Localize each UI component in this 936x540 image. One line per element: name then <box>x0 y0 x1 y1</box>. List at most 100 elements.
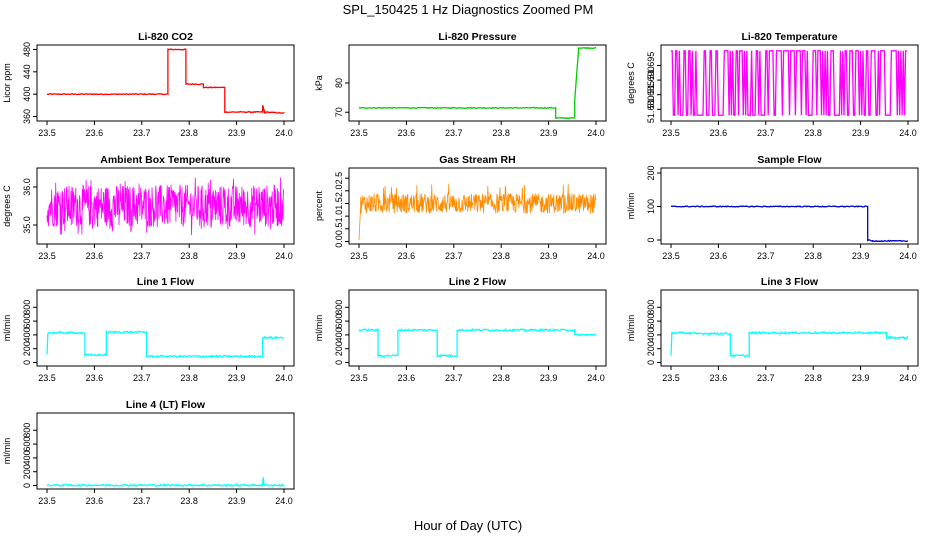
x-tick-label: 23.7 <box>757 128 775 138</box>
x-tick-label: 23.6 <box>86 251 104 261</box>
x-tick-label: 23.7 <box>133 373 151 383</box>
panel-title: Sample Flow <box>757 154 822 166</box>
x-tick-label: 24.0 <box>899 251 917 261</box>
x-tick-label: 24.0 <box>275 251 293 261</box>
x-tick-label: 23.6 <box>86 128 104 138</box>
y-tick-label: 2.0 <box>334 185 344 198</box>
y-axis-label: ml/min <box>2 315 12 342</box>
y-tick-label: 51.685 <box>646 81 656 109</box>
y-tick-label: 51.695 <box>646 52 656 80</box>
panel-4: Ambient Box Temperature 23.5 23.6 23.7 23.8 2… <box>2 154 295 261</box>
series-line <box>46 177 284 236</box>
y-axis-label: Licor ppm <box>2 63 12 103</box>
series-line <box>358 327 597 358</box>
x-tick-label: 23.6 <box>86 496 104 506</box>
panel-title: Line 2 Flow <box>449 276 507 288</box>
plot-frame <box>660 167 919 245</box>
series-line <box>359 46 597 120</box>
panel-title: Line 4 (LT) Flow <box>126 399 206 411</box>
x-tick-label: 23.7 <box>133 251 151 261</box>
y-axis-label: degrees C <box>626 62 636 104</box>
x-tick-label: 23.9 <box>852 128 870 138</box>
y-tick-label: 800 <box>22 300 32 315</box>
y-axis-label: percent <box>314 190 324 221</box>
y-tick-label: 440 <box>22 64 32 79</box>
y-tick-label: 600 <box>22 437 32 452</box>
y-tick-label: 0 <box>646 237 656 242</box>
y-tick-label: 600 <box>646 314 656 329</box>
y-axis-label: ml/min <box>626 193 636 220</box>
y-axis-label: ml/min <box>626 315 636 342</box>
series-line <box>671 50 907 116</box>
y-tick-label: 800 <box>22 423 32 438</box>
x-tick-label: 23.5 <box>350 373 368 383</box>
x-tick-label: 23.5 <box>350 128 368 138</box>
figure-title: SPL_150425 1 Hz Diagnostics Zoomed PM <box>343 2 594 17</box>
y-tick-label: 400 <box>22 327 32 342</box>
y-tick-label: 400 <box>334 327 344 342</box>
x-tick-label: 23.5 <box>662 373 680 383</box>
x-tick-label: 23.9 <box>228 496 246 506</box>
plot-frame <box>660 289 919 367</box>
x-tick-label: 23.5 <box>662 251 680 261</box>
y-tick-label: 0.5 <box>334 223 344 236</box>
y-tick-label: 36.0 <box>22 178 32 196</box>
y-tick-label: 0 <box>334 360 344 365</box>
y-tick-label: 200 <box>646 341 656 356</box>
y-tick-label: 800 <box>334 300 344 315</box>
x-tick-label: 23.8 <box>180 251 198 261</box>
x-tick-label: 24.0 <box>275 496 293 506</box>
series-line <box>670 330 909 359</box>
x-tick-label: 23.5 <box>350 251 368 261</box>
y-tick-label: 35.0 <box>22 216 32 234</box>
series-line <box>46 48 285 114</box>
y-tick-label: 51.690 <box>646 66 656 94</box>
x-tick-label: 23.6 <box>398 251 416 261</box>
x-tick-label: 23.9 <box>540 128 558 138</box>
x-tick-label: 23.8 <box>492 373 510 383</box>
panel-6: Sample Flow 23.5 23.6 23.7 23.8 23.9 24.0 0 100 2… <box>626 154 919 261</box>
x-tick-label: 23.8 <box>492 251 510 261</box>
y-tick-label: 600 <box>334 314 344 329</box>
x-tick-label: 23.8 <box>804 128 822 138</box>
y-tick-label: 200 <box>334 341 344 356</box>
x-tick-label: 23.5 <box>38 251 56 261</box>
x-tick-label: 23.8 <box>492 128 510 138</box>
x-tick-label: 23.5 <box>662 128 680 138</box>
panel-5: Gas Stream RH 23.5 23.6 23.7 23.8 23.9 24.0 0.0… <box>314 154 607 261</box>
panel-title: Ambient Box Temperature <box>100 154 231 166</box>
y-tick-label: 800 <box>646 300 656 315</box>
plot-frame <box>36 289 295 367</box>
panel-title: Line 3 Flow <box>761 276 819 288</box>
x-tick-label: 23.7 <box>757 373 775 383</box>
series-line <box>46 329 285 359</box>
x-tick-label: 23.7 <box>445 251 463 261</box>
x-tick-label: 23.8 <box>180 496 198 506</box>
y-tick-label: 0 <box>646 360 656 365</box>
y-axis-label: kPa <box>314 75 324 91</box>
x-tick-label: 24.0 <box>587 373 605 383</box>
figure-xlabel: Hour of Day (UTC) <box>414 518 522 533</box>
y-axis-label: ml/min <box>314 315 324 342</box>
x-tick-label: 23.6 <box>86 373 104 383</box>
x-tick-label: 23.5 <box>38 496 56 506</box>
x-tick-label: 23.8 <box>180 128 198 138</box>
x-tick-label: 23.8 <box>804 251 822 261</box>
panel-2: Li-820 Pressure 23.5 23.6 23.7 23.8 23.9 24.0 7… <box>314 31 607 138</box>
plot-frame <box>36 167 295 245</box>
panel-7: Line 1 Flow 23.5 23.6 23.7 23.8 23.9 24.0 0 2004… <box>2 276 295 383</box>
x-tick-label: 23.7 <box>445 373 463 383</box>
x-tick-label: 23.5 <box>38 373 56 383</box>
x-tick-label: 23.9 <box>228 373 246 383</box>
y-tick-label: 400 <box>22 87 32 102</box>
y-tick-label: 2.5 <box>334 172 344 185</box>
panel-title: Line 1 Flow <box>137 276 195 288</box>
x-tick-label: 24.0 <box>275 373 293 383</box>
series-line <box>46 477 285 488</box>
panel-1: Li-820 CO2 23.5 23.6 23.7 23.8 23.9 24.0 360 400… <box>2 31 295 138</box>
y-tick-label: 0 <box>22 483 32 488</box>
y-tick-label: 600 <box>22 314 32 329</box>
plot-frame <box>348 289 607 367</box>
x-tick-label: 23.6 <box>398 373 416 383</box>
y-axis-label: ml/min <box>2 438 12 465</box>
